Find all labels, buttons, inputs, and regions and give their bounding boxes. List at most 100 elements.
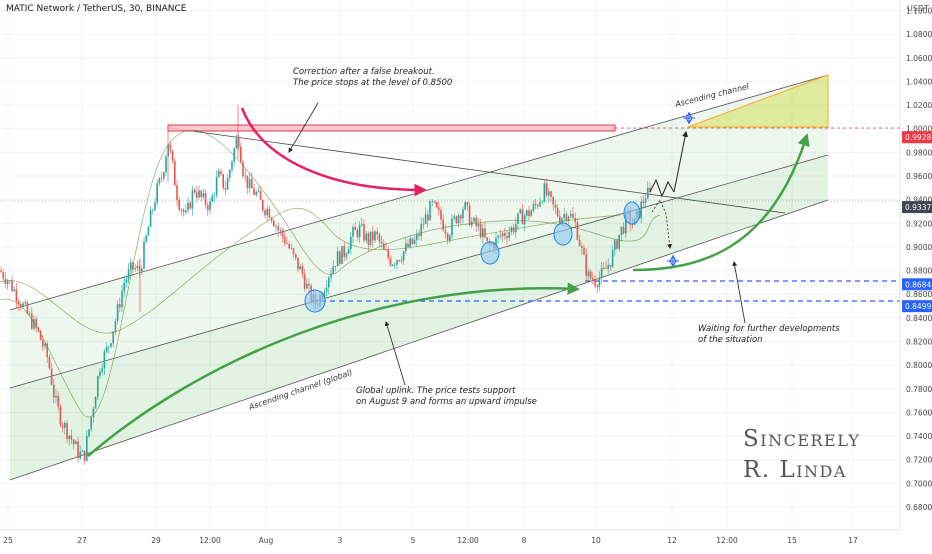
candle-body bbox=[297, 257, 299, 270]
candle-body bbox=[220, 171, 222, 175]
candle-body bbox=[482, 228, 484, 238]
candle-body bbox=[268, 208, 271, 218]
candle-body bbox=[565, 214, 568, 221]
candle-body bbox=[66, 422, 68, 439]
candle-body bbox=[185, 210, 187, 213]
x-tick-label: 12:00 bbox=[199, 536, 221, 545]
candle-body bbox=[59, 406, 62, 425]
candle-body bbox=[125, 279, 128, 283]
candle-body bbox=[328, 277, 330, 288]
candle-body bbox=[334, 266, 337, 267]
candle-body bbox=[462, 209, 464, 219]
candle-body bbox=[231, 161, 233, 170]
candle-body bbox=[519, 209, 521, 214]
candle-body bbox=[143, 241, 145, 269]
candle-body bbox=[26, 302, 29, 314]
candle-body bbox=[123, 282, 125, 292]
candle-body bbox=[506, 235, 508, 239]
candle-body bbox=[270, 217, 273, 221]
candle-body bbox=[154, 202, 156, 210]
y-tick-label: 0.7000 bbox=[906, 479, 932, 488]
candle-body bbox=[548, 191, 550, 196]
candle-body bbox=[0, 270, 2, 272]
candle-body bbox=[587, 271, 590, 276]
candle-body bbox=[422, 223, 425, 225]
candle-body bbox=[361, 224, 363, 226]
candle-body bbox=[479, 223, 482, 238]
candle-body bbox=[413, 239, 416, 244]
candle-body bbox=[583, 248, 585, 255]
price-label-bg bbox=[902, 201, 932, 214]
candle-body bbox=[537, 205, 539, 207]
support-test-circle bbox=[480, 241, 500, 265]
candle-body bbox=[147, 226, 150, 236]
candle-body bbox=[387, 250, 389, 258]
candle-body bbox=[354, 226, 356, 230]
price-label: 0.8499 bbox=[905, 302, 931, 311]
candle-body bbox=[50, 368, 53, 385]
candle-body bbox=[457, 215, 460, 224]
x-tick-label: 3 bbox=[338, 536, 343, 545]
candle-body bbox=[233, 148, 235, 162]
candle-body bbox=[301, 266, 304, 275]
candle-body bbox=[400, 260, 403, 262]
candle-body bbox=[284, 236, 286, 244]
candle-body bbox=[237, 138, 240, 148]
candle-body bbox=[196, 192, 198, 198]
candle-body bbox=[290, 248, 293, 249]
candle-body bbox=[563, 214, 565, 219]
x-tick-label: 5 bbox=[411, 536, 416, 545]
candle-body bbox=[358, 225, 361, 238]
candle-body bbox=[347, 249, 350, 254]
candle-body bbox=[616, 240, 618, 249]
price-label: 0.8684 bbox=[905, 280, 931, 289]
candle-body bbox=[440, 209, 442, 220]
candle-body bbox=[303, 274, 306, 289]
candle-body bbox=[574, 217, 576, 223]
candle-body bbox=[455, 216, 458, 224]
candle-body bbox=[72, 439, 75, 445]
candle-body bbox=[420, 223, 422, 236]
candle-body bbox=[429, 201, 431, 221]
candle-body bbox=[229, 169, 231, 179]
candle-body bbox=[152, 209, 154, 211]
candle-body bbox=[585, 254, 587, 276]
price-label-bg bbox=[902, 131, 932, 144]
candle-body bbox=[2, 271, 4, 279]
candle-body bbox=[108, 346, 110, 348]
candle-body bbox=[97, 376, 99, 398]
candle-body bbox=[37, 327, 40, 331]
candle-body bbox=[343, 246, 345, 257]
candle-body bbox=[286, 243, 288, 245]
candle-body bbox=[486, 237, 488, 241]
price-axis[interactable]: 1.1000 1.0800 1.0600 1.0400 1.0200 1.0000 0.98… bbox=[902, 7, 932, 513]
candle-body bbox=[266, 208, 268, 216]
y-tick-label: 0.8400 bbox=[906, 314, 932, 323]
candle-body bbox=[70, 435, 73, 440]
candle-body bbox=[211, 195, 213, 202]
time-axis[interactable]: 25 27 29 12:00 Aug 3 5 12:00 8 10 12 12:00 15 17 bbox=[0, 0, 901, 545]
candle-body bbox=[618, 234, 620, 249]
candle-body bbox=[53, 384, 55, 398]
candle-body bbox=[68, 435, 70, 439]
candle-body bbox=[75, 441, 77, 445]
candle-body bbox=[438, 207, 440, 210]
note-correction: Correction after a false breakout. The p… bbox=[293, 67, 453, 88]
candle-body bbox=[515, 224, 517, 233]
y-tick-label: 1.0600 bbox=[906, 54, 932, 63]
candle-body bbox=[468, 205, 471, 226]
candle-body bbox=[605, 268, 607, 269]
y-tick-label: 0.7600 bbox=[906, 408, 932, 417]
candle-body bbox=[209, 201, 211, 211]
candle-body bbox=[598, 277, 601, 287]
currency-label: USDT bbox=[907, 4, 929, 13]
candle-body bbox=[352, 226, 354, 237]
candle-body bbox=[180, 209, 183, 211]
candle-body bbox=[306, 283, 308, 289]
candle-body bbox=[33, 319, 35, 329]
price-label: 0.9928 bbox=[905, 133, 931, 142]
candle-body bbox=[622, 226, 625, 234]
candle-body bbox=[475, 217, 477, 227]
candle-body bbox=[504, 233, 506, 236]
